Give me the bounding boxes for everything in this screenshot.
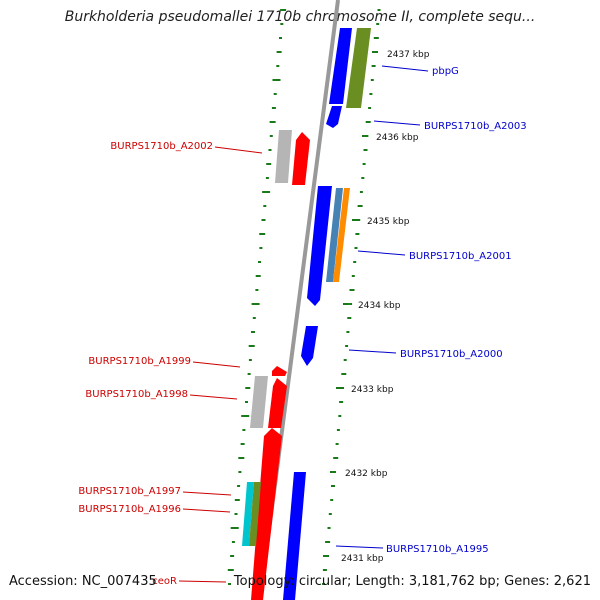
gene-block-grey[interactable] [275, 130, 292, 183]
label-leader [182, 508, 231, 513]
gene-block-red[interactable] [292, 132, 310, 185]
accession-text: Accession: NC_007435 [9, 574, 157, 589]
gene-block-blue[interactable] [301, 326, 318, 366]
label-leader [189, 394, 238, 400]
gene-label-a1998[interactable]: BURPS1710b_A1998 [85, 389, 188, 400]
gene-block-blue[interactable] [307, 186, 332, 306]
label-leader [348, 349, 397, 354]
gene-block-blue[interactable] [283, 472, 306, 600]
gene-label-a2002[interactable]: BURPS1710b_A2002 [110, 141, 213, 152]
gene-block-grey[interactable] [250, 376, 268, 428]
label-leader [214, 146, 263, 154]
label-leader [335, 545, 384, 549]
label-leader [381, 65, 429, 72]
kbp-scale: 2437 kbp 2436 kbp 2435 kbp 2434 kbp 2433… [323, 50, 430, 564]
gc-content-track [227, 9, 381, 585]
tick-label: 2432 kbp [345, 469, 388, 479]
topology-text: Topology: circular; Length: 3,181,762 bp… [233, 574, 591, 589]
gene-label-a2001[interactable]: BURPS1710b_A2001 [409, 251, 512, 262]
gene-label-a2003[interactable]: BURPS1710b_A2003 [424, 121, 527, 132]
gene-label-a1996[interactable]: BURPS1710b_A1996 [78, 504, 181, 515]
label-leader [182, 491, 232, 496]
tick-label: 2434 kbp [358, 301, 401, 311]
gene-block-green[interactable] [346, 28, 371, 108]
gene-label-a1999[interactable]: BURPS1710b_A1999 [88, 356, 191, 367]
gene-label-ceor[interactable]: ceoR [152, 576, 177, 587]
gene-block-red[interactable] [268, 378, 287, 428]
tick-label: 2437 kbp [387, 50, 430, 60]
gene-label-a1995[interactable]: BURPS1710b_A1995 [386, 544, 489, 555]
gene-block-green[interactable] [249, 482, 261, 546]
gene-block-orange[interactable] [333, 188, 350, 282]
gene-block-red[interactable] [272, 366, 287, 376]
tick-label: 2435 kbp [367, 217, 410, 227]
gene-block-steel[interactable] [326, 188, 343, 282]
gene-block-red[interactable] [251, 428, 282, 600]
gene-block-blue[interactable] [329, 28, 352, 104]
label-leader [373, 120, 421, 126]
gene-label-a1997[interactable]: BURPS1710b_A1997 [78, 486, 181, 497]
tick-label: 2436 kbp [376, 133, 419, 143]
gene-block-cyan[interactable] [242, 482, 254, 546]
label-leader [357, 250, 406, 256]
gene-label-pbpg[interactable]: pbpG [432, 66, 459, 77]
tick-label: 2431 kbp [341, 554, 384, 564]
tick-label: 2433 kbp [351, 385, 394, 395]
gene-block-blue[interactable] [326, 106, 342, 128]
feature-track [242, 28, 371, 600]
gene-labels-left: BURPS1710b_A2002 BURPS1710b_A1999 BURPS1… [78, 141, 263, 587]
label-leader [192, 361, 241, 368]
label-leader [178, 580, 227, 583]
gene-labels-right: pbpG BURPS1710b_A2003 BURPS1710b_A2001 B… [335, 65, 527, 555]
gene-label-a2000[interactable]: BURPS1710b_A2000 [400, 349, 503, 360]
map-title: Burkholderia pseudomallei 1710b chromoso… [64, 9, 536, 25]
